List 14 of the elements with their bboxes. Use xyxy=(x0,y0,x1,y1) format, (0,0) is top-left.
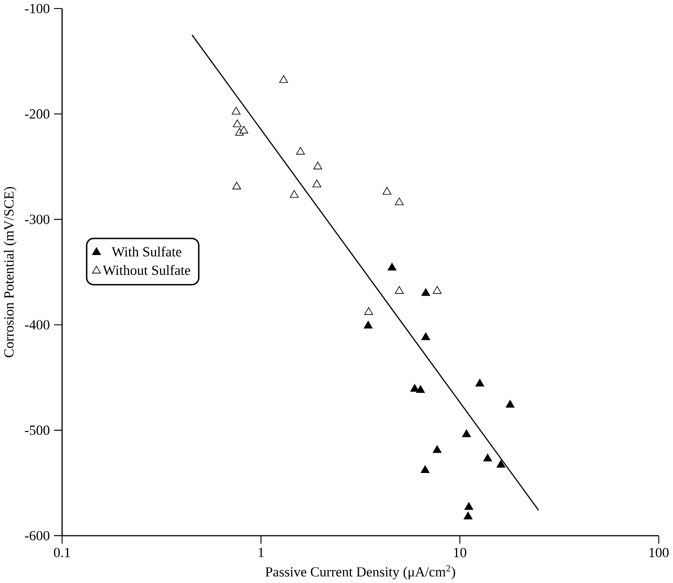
y-tick-label: -200 xyxy=(24,109,50,119)
x-axis-title: Passive Current Density (μA/cm$^{2}$) xyxy=(265,565,456,580)
y-tick-label: -600 xyxy=(24,530,50,540)
y-tick-label: -100 xyxy=(24,4,50,14)
y-tick-label: -300 xyxy=(24,214,50,224)
x-tick-label: 10 xyxy=(454,548,466,558)
y-tick-label: -400 xyxy=(24,320,50,330)
y-tick-label: -500 xyxy=(24,425,50,435)
x-tick-label: 100 xyxy=(650,548,669,558)
y-axis-title: Corrosion Potential (mV/SCE) xyxy=(4,186,16,358)
legend-label: Without Sulfate xyxy=(102,264,190,275)
x-tick-label: 1 xyxy=(258,548,264,557)
x-tick-label: 0.1 xyxy=(54,548,70,558)
legend-label: With Sulfate xyxy=(112,246,182,256)
